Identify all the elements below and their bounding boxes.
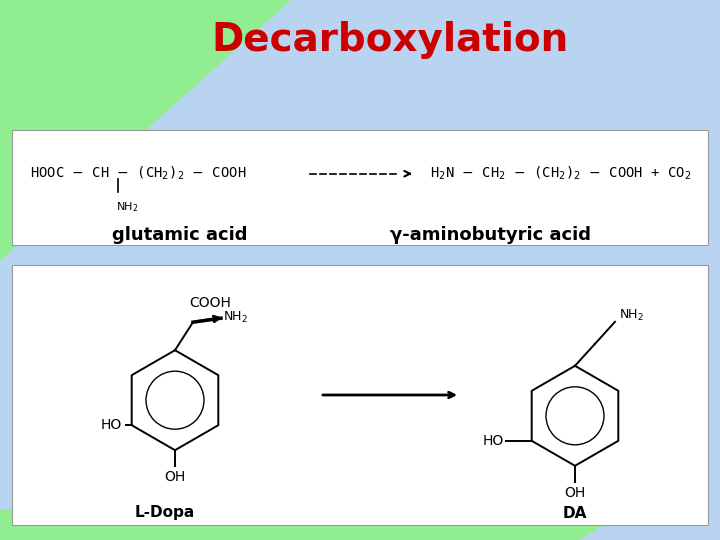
Polygon shape — [0, 510, 720, 540]
Text: DA: DA — [563, 505, 588, 521]
Text: NH$_2$: NH$_2$ — [223, 309, 248, 325]
Polygon shape — [0, 0, 290, 260]
Text: L-Dopa: L-Dopa — [135, 505, 195, 521]
Text: NH$_2$: NH$_2$ — [619, 308, 644, 323]
Text: HO: HO — [101, 418, 122, 432]
Text: OH: OH — [164, 470, 186, 484]
Text: COOH: COOH — [189, 296, 231, 310]
Text: H$_2$N $-$ CH$_2$ $-$ (CH$_2$)$_2$ $-$ COOH + CO$_2$: H$_2$N $-$ CH$_2$ $-$ (CH$_2$)$_2$ $-$ C… — [430, 165, 691, 183]
Text: OH: OH — [564, 486, 585, 500]
Text: HO: HO — [482, 434, 504, 448]
Text: γ-aminobutyric acid: γ-aminobutyric acid — [390, 226, 590, 244]
Polygon shape — [580, 460, 720, 540]
FancyBboxPatch shape — [12, 265, 708, 525]
Text: HOOC $-$ CH $-$ (CH$_2$)$_2$ $-$ COOH: HOOC $-$ CH $-$ (CH$_2$)$_2$ $-$ COOH — [30, 165, 246, 183]
Text: glutamic acid: glutamic acid — [112, 226, 248, 244]
Text: Decarboxylation: Decarboxylation — [212, 21, 569, 59]
Text: NH$_2$: NH$_2$ — [116, 200, 138, 213]
FancyBboxPatch shape — [12, 130, 708, 245]
